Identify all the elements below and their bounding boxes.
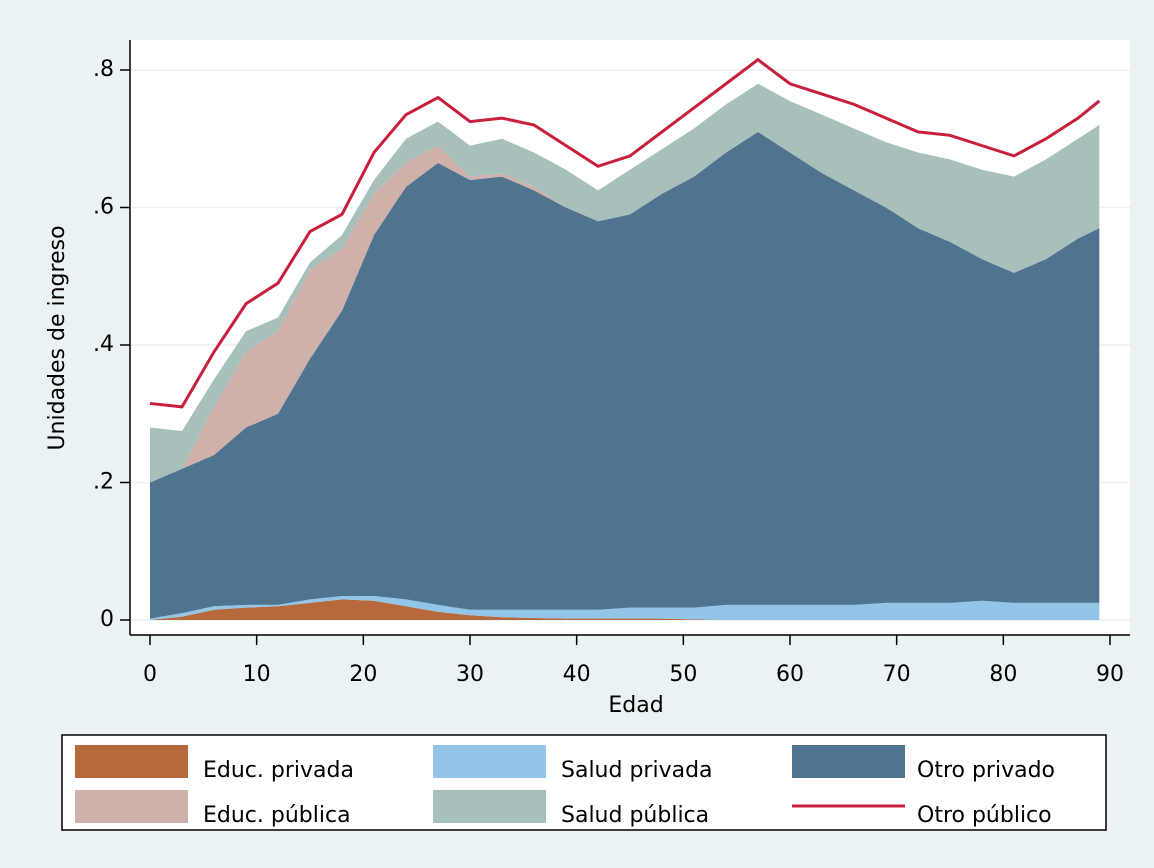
legend-label: Educ. privada	[203, 758, 354, 783]
legend-label: Otro privado	[917, 758, 1055, 783]
y-axis-label: Unidades de ingreso	[45, 225, 70, 450]
legend-swatch	[75, 790, 188, 823]
x-tick-label: 90	[1096, 662, 1124, 687]
legend-swatch	[75, 745, 188, 778]
legend	[61, 734, 1107, 831]
legend-swatch	[433, 790, 546, 823]
legend-swatch	[433, 745, 546, 778]
legend-label: Otro público	[917, 803, 1052, 828]
x-tick-label: 70	[883, 662, 911, 687]
legend-label: Educ. pública	[203, 803, 351, 828]
x-tick-label: 60	[776, 662, 804, 687]
y-tick-label: .8	[93, 57, 114, 82]
series-area	[150, 131, 1100, 483]
x-axis-label: Edad	[608, 693, 663, 718]
y-tick-label: .6	[93, 195, 114, 220]
legend-swatch	[792, 745, 905, 778]
x-tick-label: 50	[669, 662, 697, 687]
series-area	[150, 599, 1100, 620]
x-tick-label: 80	[989, 662, 1017, 687]
series-area	[150, 83, 1100, 483]
x-tick-label: 30	[456, 662, 484, 687]
x-tick-label: 0	[143, 662, 157, 687]
legend-label: Salud pública	[561, 803, 709, 828]
series-line	[149, 57, 1101, 409]
y-tick-label: .2	[93, 470, 114, 495]
series-area	[150, 131, 1100, 619]
x-tick-label: 40	[563, 662, 591, 687]
y-tick-label: 0	[100, 607, 114, 632]
series-area	[150, 595, 1100, 620]
legend-label: Salud privada	[561, 758, 713, 783]
x-tick-label: 20	[349, 662, 377, 687]
y-tick-label: .4	[93, 332, 114, 357]
x-tick-label: 10	[243, 662, 271, 687]
